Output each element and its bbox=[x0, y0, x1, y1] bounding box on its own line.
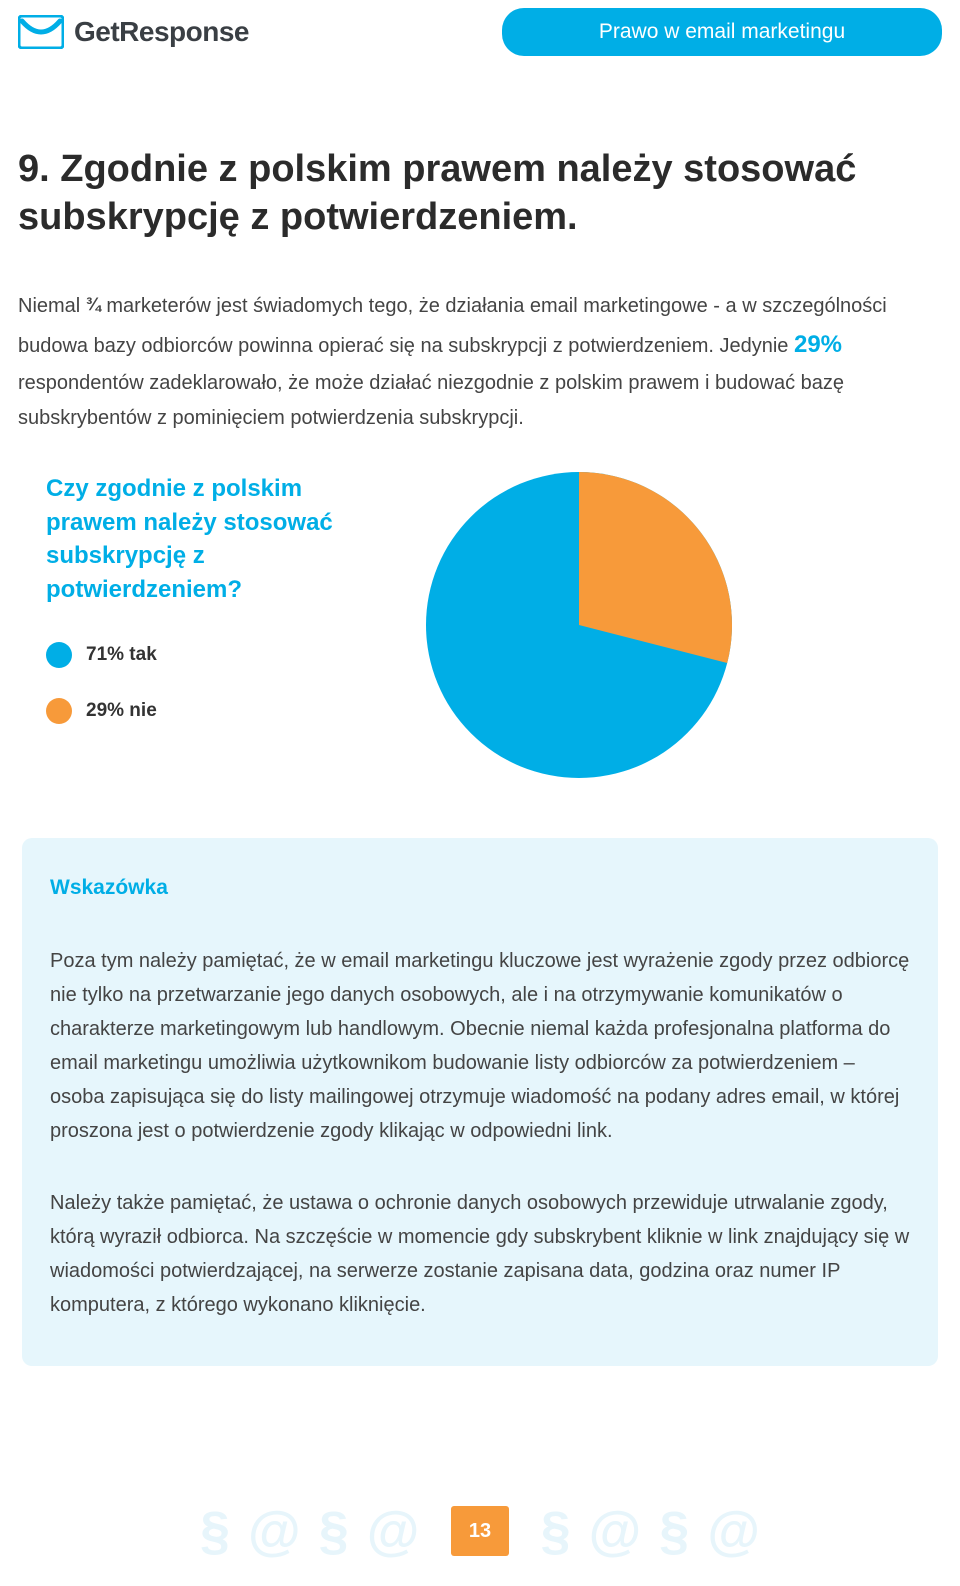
legend-label-no: 29% nie bbox=[86, 700, 157, 722]
tip-box: Wskazówka Poza tym należy pamiętać, że w… bbox=[22, 838, 938, 1366]
section-sign-icon: § bbox=[200, 1500, 230, 1562]
intro-text-post: respondentów zadeklarowało, że może dzia… bbox=[18, 372, 844, 429]
page-footer: § @ § @ 13 § @ § @ bbox=[0, 1476, 960, 1586]
pie-chart-container bbox=[416, 472, 942, 778]
section-sign-icon: § bbox=[319, 1500, 349, 1562]
at-sign-icon: @ bbox=[367, 1500, 420, 1562]
legend-label-yes: 71% tak bbox=[86, 644, 157, 666]
footer-decoration-left: § @ § @ bbox=[200, 1500, 419, 1562]
at-sign-icon: @ bbox=[707, 1500, 760, 1562]
legend-item-no: 29% nie bbox=[46, 698, 386, 724]
intro-paragraph: Niemal ¾ marketerów jest świadomych tego… bbox=[18, 289, 942, 436]
page-number-badge: 13 bbox=[451, 1506, 509, 1556]
tip-paragraph-2: Należy także pamiętać, że ustawa o ochro… bbox=[50, 1186, 910, 1322]
legend-swatch-no bbox=[46, 698, 72, 724]
main-content: 9. Zgodnie z polskim prawem należy stoso… bbox=[0, 56, 960, 1406]
tip-paragraph-1: Poza tym należy pamiętać, że w email mar… bbox=[50, 944, 910, 1148]
intro-text-pre: Niemal bbox=[18, 295, 86, 317]
at-sign-icon: @ bbox=[248, 1500, 301, 1562]
page-header: GetResponse Prawo w email marketingu bbox=[0, 0, 960, 56]
brand-logo: GetResponse bbox=[18, 15, 249, 49]
at-sign-icon: @ bbox=[589, 1500, 642, 1562]
section-sign-icon: § bbox=[659, 1500, 689, 1562]
tip-title: Wskazówka bbox=[50, 876, 910, 900]
footer-decoration-right: § @ § @ bbox=[541, 1500, 760, 1562]
pie-chart bbox=[426, 472, 732, 778]
chart-question: Czy zgodnie z polskim prawem należy stos… bbox=[46, 472, 386, 606]
envelope-smile-icon bbox=[18, 15, 64, 49]
section-heading: 9. Zgodnie z polskim prawem należy stoso… bbox=[18, 146, 942, 241]
section-sign-icon: § bbox=[541, 1500, 571, 1562]
intro-text-mid: marketerów jest świadomych tego, że dzia… bbox=[18, 295, 887, 357]
legend-swatch-yes bbox=[46, 642, 72, 668]
brand-name: GetResponse bbox=[74, 16, 249, 48]
chart-section: Czy zgodnie z polskim prawem należy stos… bbox=[18, 472, 942, 778]
intro-highlight-percent: 29% bbox=[794, 331, 842, 358]
intro-fraction: ¾ bbox=[86, 294, 101, 314]
chart-legend-column: Czy zgodnie z polskim prawem należy stos… bbox=[46, 472, 386, 754]
legend-item-yes: 71% tak bbox=[46, 642, 386, 668]
header-category-pill: Prawo w email marketingu bbox=[502, 8, 942, 56]
